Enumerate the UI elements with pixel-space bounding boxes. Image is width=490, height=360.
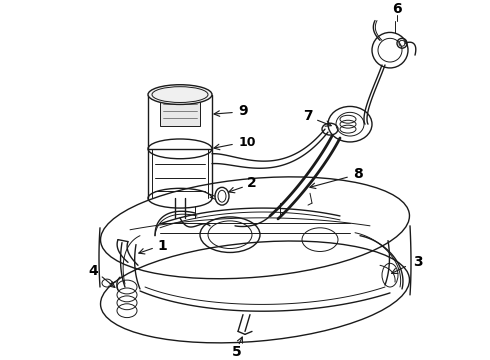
Text: 7: 7 [303,109,313,123]
Text: 5: 5 [232,345,242,359]
Text: 3: 3 [413,255,423,269]
Text: 4: 4 [88,264,98,278]
Text: 10: 10 [238,136,256,149]
Text: 9: 9 [238,104,248,118]
Text: 1: 1 [157,239,167,253]
FancyBboxPatch shape [160,96,200,126]
Ellipse shape [148,85,212,104]
Text: 2: 2 [247,176,257,190]
Text: 6: 6 [392,2,402,16]
Text: 8: 8 [353,167,363,180]
